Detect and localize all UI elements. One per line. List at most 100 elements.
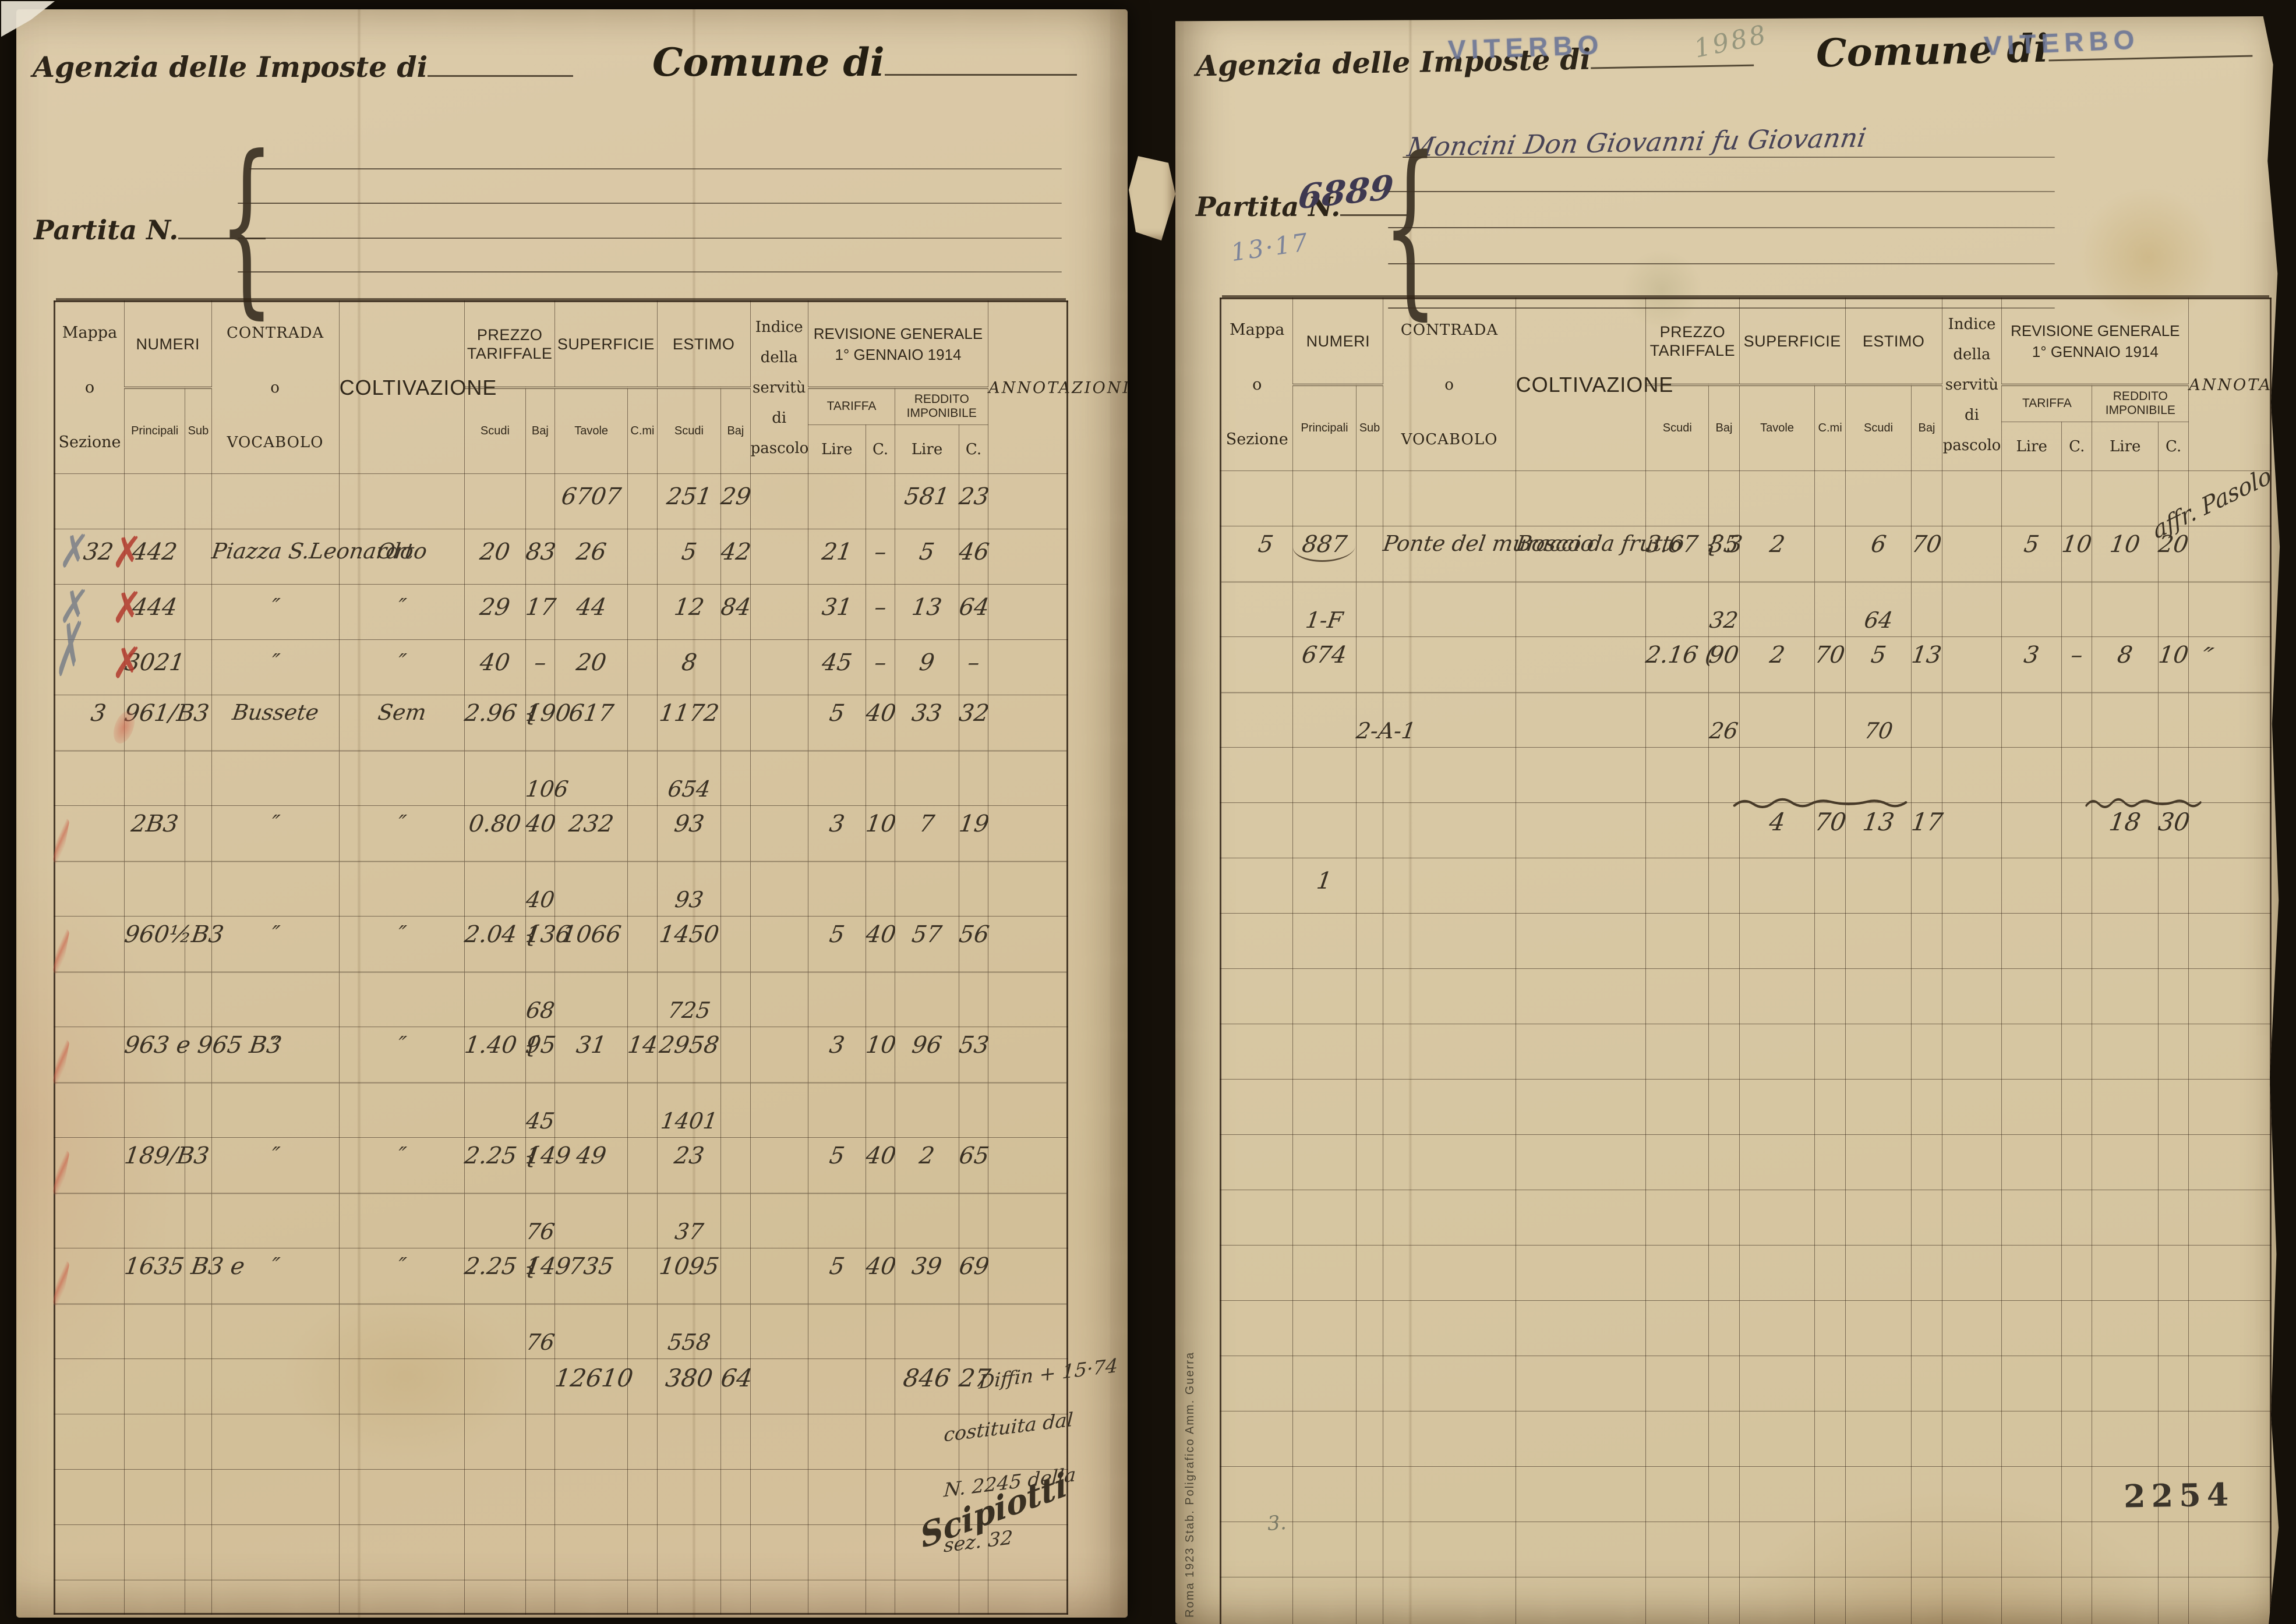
cell-pb: 149 76	[524, 1137, 572, 1248]
cell-pb: –	[525, 639, 556, 695]
cell-pb: 90 26	[1707, 636, 1741, 748]
cell-tl	[2001, 1024, 2062, 1080]
cell-principali	[1292, 747, 1357, 803]
cell-sc	[627, 1414, 658, 1470]
col-header: REVISIONE GENERALE 1° GENNAIO 1914	[807, 301, 989, 389]
cell-mappa	[54, 1414, 125, 1470]
cell-sub	[1355, 858, 1384, 914]
cell-principali	[1292, 1577, 1357, 1624]
cell-eb	[720, 1414, 751, 1470]
cell-principali	[1292, 968, 1357, 1024]
entry-value: 53	[957, 1032, 991, 1059]
cell-principali	[1292, 1024, 1357, 1080]
col-header: Lire	[2092, 422, 2159, 471]
cell-principali: 2B3	[123, 805, 186, 917]
cell-rl: 5	[895, 529, 959, 585]
cell-sub	[185, 1469, 212, 1525]
cell-mappa	[1220, 968, 1294, 1024]
cell-principali	[1292, 1134, 1357, 1190]
cell-contrada	[1383, 636, 1516, 748]
cell-tc	[2061, 470, 2093, 526]
entry-value: 23	[672, 1142, 706, 1169]
cell-mappa: 3	[54, 695, 139, 806]
entry-value: Bussete	[230, 700, 320, 725]
page-right: 1988 Agenzia delle Imposte di VITERBO Co…	[1175, 16, 2280, 1624]
cell-tc: –	[865, 529, 896, 585]
entry-value: 23	[957, 483, 991, 510]
cell-tc	[2061, 1522, 2093, 1577]
cell-an	[2188, 747, 2271, 803]
cell-es: 380	[656, 1358, 722, 1414]
cell-sub	[1355, 1522, 1384, 1577]
cell-coltivazione	[1515, 858, 1647, 914]
cell-rl	[2092, 1134, 2159, 1190]
cell-pb: 35 32	[1707, 526, 1741, 637]
cell-sc	[1814, 1245, 1846, 1301]
cell-an	[988, 529, 1068, 585]
cell-pb	[1708, 1190, 1740, 1246]
entry-value: 40	[864, 921, 898, 948]
cell-an	[988, 473, 1068, 529]
entry-value: 95	[524, 1032, 557, 1059]
cell-mappa	[52, 1137, 125, 1248]
cell-sc	[1814, 1522, 1846, 1577]
cell-tc: –	[865, 584, 896, 640]
cell-pb	[1708, 1356, 1740, 1411]
cell-principali: 963 e 965 B3	[123, 1027, 284, 1138]
cell-es	[656, 1580, 722, 1614]
col-header: Indice della servitù di pascolo	[1941, 298, 2002, 471]
cell-es	[1845, 1079, 1912, 1135]
cancel-squiggle	[1733, 796, 1908, 809]
cell-mappa	[1220, 1466, 1294, 1522]
entry-value: 10	[2108, 531, 2142, 558]
entry-value: ″	[269, 1253, 281, 1278]
entry-value: 617	[567, 700, 616, 727]
cell-tl: 45	[807, 639, 866, 695]
cell-contrada	[1383, 1024, 1516, 1080]
cell-ps: 20	[464, 529, 526, 585]
cell-principali: 960½B3	[123, 916, 225, 1027]
cell-rc	[2157, 1245, 2189, 1301]
cell-st	[1739, 1356, 1815, 1411]
cell-rl	[2092, 1190, 2159, 1246]
cell-an	[988, 1137, 1068, 1248]
cell-pb: 190 106	[524, 695, 572, 806]
cell-contrada: ″	[211, 1248, 340, 1359]
cell-rl	[895, 1469, 959, 1525]
col-header: TARIFFA	[807, 387, 896, 425]
entry-value: 10	[2060, 531, 2094, 558]
cell-rl	[2092, 1024, 2159, 1080]
cell-sub	[185, 1248, 212, 1359]
cell-rl: 7	[895, 805, 959, 917]
partita-label: Partita N.	[34, 214, 179, 246]
cell-an	[2188, 526, 2271, 637]
cell-tl: 5	[2001, 526, 2062, 637]
cell-st	[554, 1580, 628, 1614]
cell-coltivazione	[1515, 1190, 1647, 1246]
cell-contrada: ″	[211, 805, 340, 917]
cell-tc	[2061, 1466, 2093, 1522]
cell-rc: 20	[2157, 526, 2190, 637]
cell-rl: 33	[895, 695, 959, 806]
cell-pb	[1708, 1466, 1740, 1522]
cell-an: N. 2245 della	[944, 1463, 1076, 1525]
cell-coltivazione	[338, 473, 465, 529]
entry-value: 380	[663, 1364, 715, 1392]
cell-es	[1845, 858, 1912, 914]
entry-value: 42	[719, 539, 753, 565]
cell-es	[656, 1414, 722, 1470]
cell-principali: 189/B3	[123, 1137, 211, 1248]
entry-subvalue: 40	[524, 887, 556, 912]
cell-rl	[895, 1524, 959, 1580]
cell-sc	[627, 584, 658, 640]
cell-mappa	[1220, 636, 1294, 748]
cell-st: 4	[1733, 798, 1907, 858]
cell-contrada	[211, 1414, 340, 1470]
cell-sub	[185, 1027, 212, 1138]
entry-value: 45	[820, 649, 854, 676]
cell-pb	[1708, 1300, 1740, 1356]
cell-ps: 2.04 {	[463, 916, 541, 1027]
col-header: Baj	[1911, 384, 1942, 471]
entry-value: 29	[719, 483, 753, 510]
cell-coltivazione	[1515, 1024, 1647, 1080]
